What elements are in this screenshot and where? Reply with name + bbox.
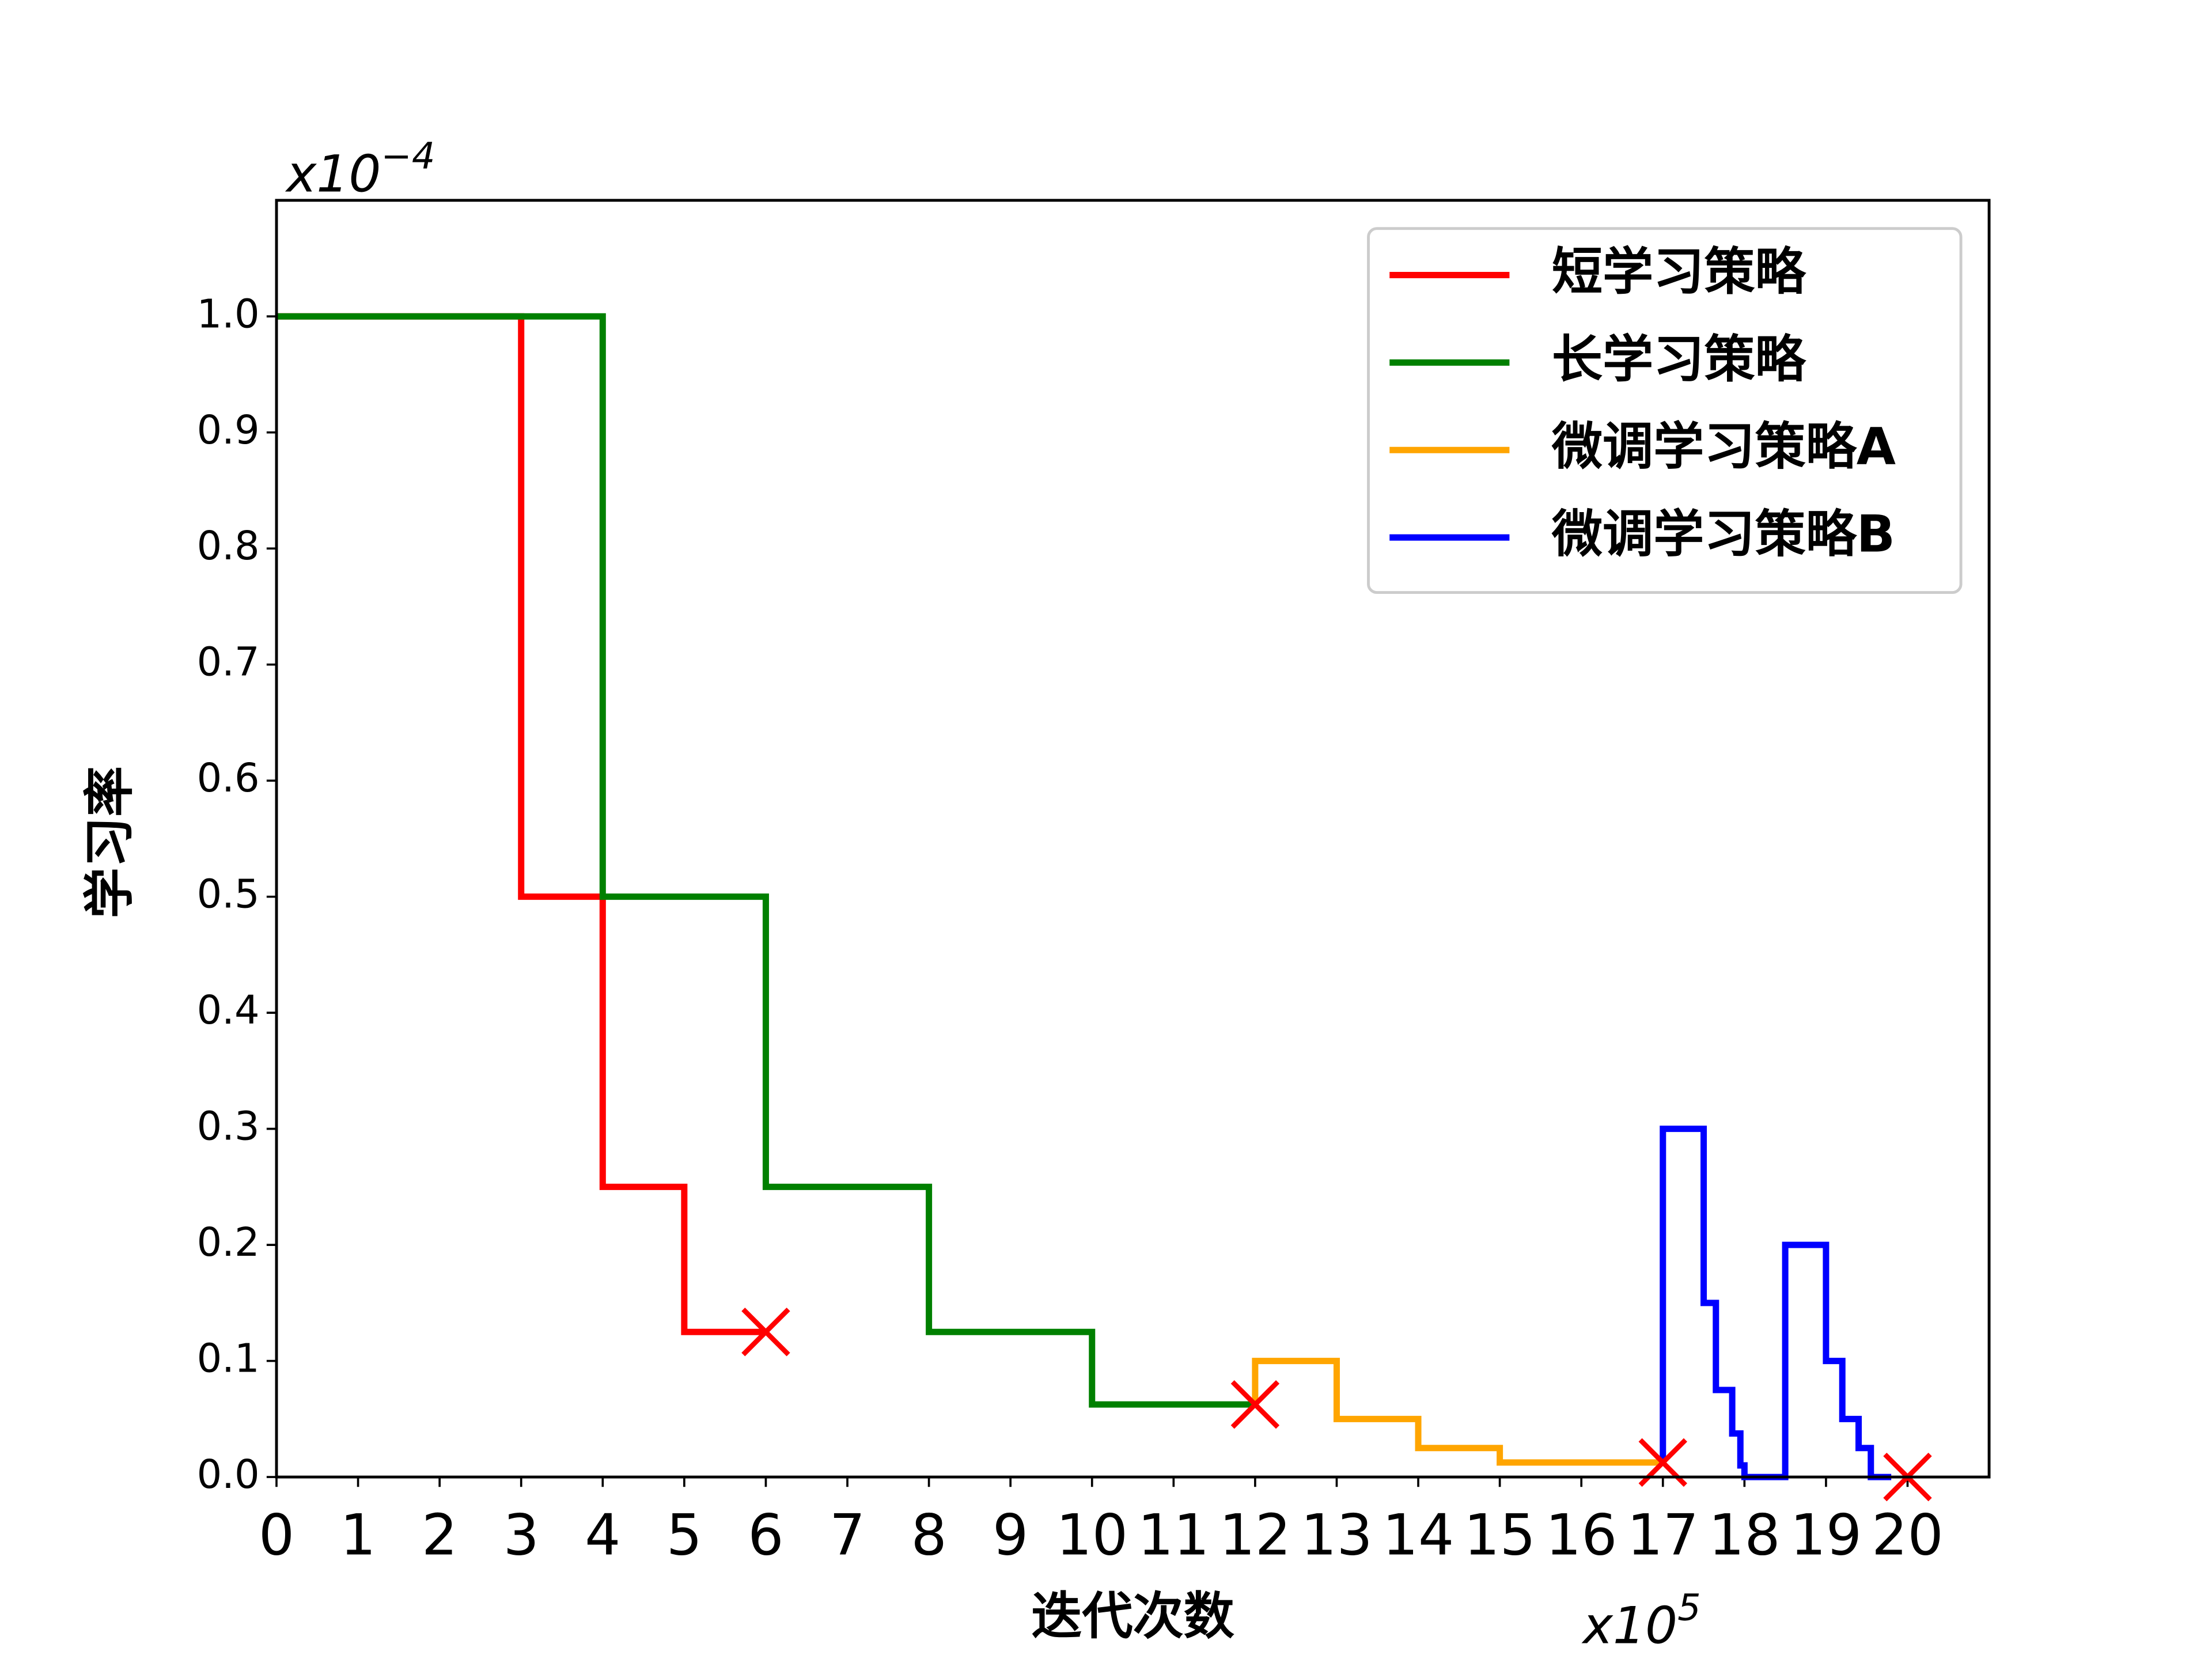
x-tick-label: 6 [748,1503,783,1569]
x-tick-label: 4 [585,1503,620,1569]
plot-frame [275,199,1991,1479]
x-tick-label: 3 [503,1503,539,1569]
x-tick-label: 1 [340,1503,376,1569]
y-tick-label: 0.8 [197,523,260,569]
x-marker [1230,1380,1280,1429]
x-tick-label: 2 [422,1503,457,1569]
y-multiplier-exp: −4 [381,135,435,177]
x-tick-label: 13 [1301,1503,1373,1569]
x-tick-label: 17 [1627,1503,1699,1569]
x-marker [741,1308,790,1357]
x-tick-label: 20 [1872,1503,1944,1569]
x-tick-label: 8 [911,1503,946,1569]
x-multiplier: x105 [1581,1586,1701,1656]
x-tick-label: 15 [1464,1503,1536,1569]
y-axis-label: 学习率 [79,766,139,918]
legend-label: 短学习策略 [1552,242,1807,301]
x-tick-label: 18 [1709,1503,1781,1569]
x-tick-label: 12 [1219,1503,1291,1569]
y-tick-label: 0.6 [197,755,260,801]
y-tick-label: 0.4 [197,987,260,1033]
y-tick-label: 0.7 [197,639,260,685]
x-tick-label: 14 [1382,1503,1455,1569]
y-multiplier: x10−4 [285,135,435,204]
x-tick-label: 16 [1546,1503,1618,1569]
legend-label: 长学习策略 [1552,329,1807,389]
series-line [1252,1358,1663,1466]
y-tick-label: 0.2 [197,1219,260,1266]
y-tick-label: 0.1 [197,1336,260,1382]
series-line [276,313,766,1335]
legend-label: 微调学习策略A [1551,417,1896,476]
x-tick-label: 5 [666,1503,702,1569]
y-tick-label: 1.0 [197,291,260,337]
x-axis-label: 迭代次数 [1031,1586,1234,1646]
y-multiplier-base: x10 [285,145,381,204]
x-tick-label: 0 [259,1503,294,1569]
x-tick-label: 19 [1790,1503,1862,1569]
x-tick-label: 10 [1056,1503,1128,1569]
x-multiplier-base: x10 [1581,1596,1677,1656]
x-tick-label: 11 [1138,1503,1210,1569]
y-tick-label: 0.0 [197,1452,260,1498]
x-tick-label: 7 [830,1503,865,1569]
y-tick-label: 0.9 [197,407,260,453]
y-tick-label: 0.5 [197,872,260,918]
y-tick-label: 0.3 [197,1104,260,1150]
x-multiplier-exp: 5 [1677,1586,1701,1629]
x-tick-label: 9 [993,1503,1028,1569]
series-line [276,313,1255,1408]
legend-box [1367,227,1963,594]
legend-label: 微调学习策略B [1551,504,1895,563]
